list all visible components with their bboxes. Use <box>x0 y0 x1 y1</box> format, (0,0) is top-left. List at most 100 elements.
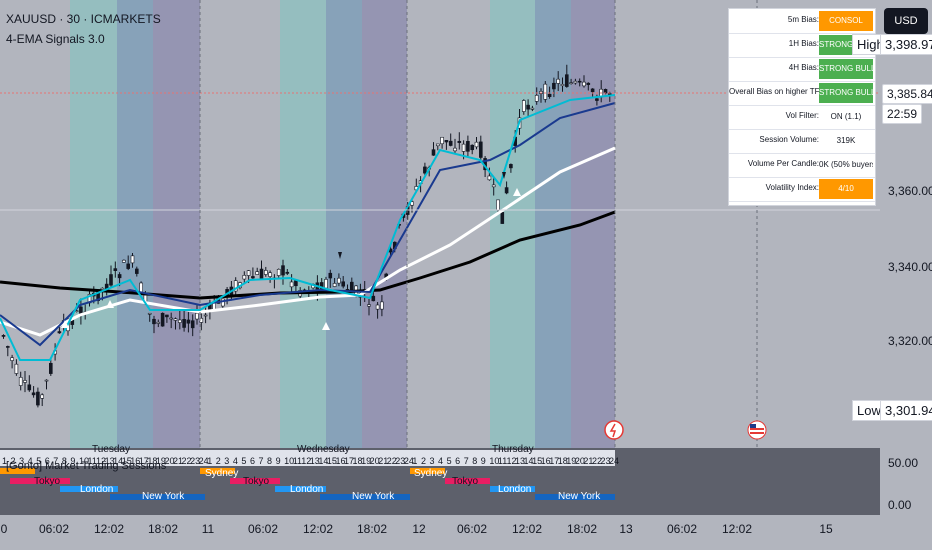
hour-tick: 4 <box>28 456 33 466</box>
candle-body <box>40 394 45 399</box>
bias-value: 0K (50% buyers) <box>819 155 873 175</box>
symbol-title[interactable]: XAUUSD · 30 · ICMARKETS <box>6 12 161 26</box>
bias-label: Volatility Index: <box>765 183 819 192</box>
candle-body <box>440 136 444 145</box>
hour-tick: 17 <box>549 456 559 466</box>
countdown-badge: 22:59 <box>882 104 923 124</box>
session-label: Tokyo <box>243 476 270 487</box>
session-zone <box>535 0 571 448</box>
session-label: Sydney <box>414 468 448 479</box>
candle-body <box>156 321 161 324</box>
hour-tick: 10 <box>489 456 499 466</box>
hour-tick: 2 <box>421 456 426 466</box>
session-bar <box>535 494 615 500</box>
hour-strip <box>0 450 615 466</box>
hour-tick: 14 <box>524 456 534 466</box>
hour-tick: 9 <box>70 456 75 466</box>
hour-tick: 21 <box>378 456 388 466</box>
session-label: Sydney <box>205 468 239 479</box>
hour-tick: 1 <box>207 456 212 466</box>
time-label: 06:02 <box>456 522 488 536</box>
hour-tick: 8 <box>472 456 477 466</box>
candle-body <box>603 89 608 94</box>
currency-button[interactable]: USD <box>884 8 928 34</box>
time-label: 06:02 <box>247 522 279 536</box>
session-bar <box>200 468 235 474</box>
candle-body <box>380 301 384 310</box>
hour-tick: 14 <box>318 456 328 466</box>
session-label: New York <box>558 491 601 502</box>
candle-body <box>496 199 500 211</box>
candle-body <box>543 83 548 100</box>
bias-label: 5m Bias: <box>787 15 819 24</box>
candle-body <box>285 271 290 274</box>
time-label: 12 <box>412 522 426 536</box>
candle-body <box>44 379 49 382</box>
indicator-title[interactable]: 4-EMA Signals 3.0 <box>6 32 105 46</box>
sessions-title: [Gonto] Market Trading Sessions <box>6 460 167 472</box>
candle-body <box>590 88 595 93</box>
candle-body <box>509 164 513 169</box>
candle-body <box>268 272 272 277</box>
time-label: 12:02 <box>511 522 543 536</box>
candle-body <box>491 184 496 188</box>
hour-tick: 7 <box>259 456 264 466</box>
candle-body <box>461 143 466 152</box>
candle-body <box>259 268 264 279</box>
candle-body <box>289 281 294 288</box>
candle-body <box>582 81 586 87</box>
candle-body <box>595 98 599 101</box>
candle-body <box>190 320 195 329</box>
candle-body <box>242 275 247 280</box>
candle-body <box>367 304 371 307</box>
candle-body <box>14 363 19 374</box>
candle-body <box>255 271 259 275</box>
hour-tick: 23 <box>395 456 405 466</box>
buy-signal-arrow <box>322 322 330 330</box>
hour-tick: 5 <box>447 456 452 466</box>
candle-body <box>165 314 169 318</box>
session-label: London <box>80 484 114 495</box>
hour-tick: 10 <box>284 456 294 466</box>
sessions-pane[interactable]: 1 2 3 4 5 6 7 8 9 10 11 12 13 14 15 16 17 18 19 20 21 22 23 24 1… <box>0 448 880 515</box>
session-zone <box>326 0 362 448</box>
hour-tick: 6 <box>45 456 50 466</box>
candle-body <box>126 263 130 269</box>
session-bar <box>320 494 410 500</box>
hour-tick: 18 <box>558 456 568 466</box>
time-label: 0 <box>0 522 8 536</box>
bias-row: Volume Per Candle: 0K (50% buyers) <box>729 153 875 178</box>
candle-body <box>182 319 186 328</box>
session-zone <box>153 0 200 448</box>
candle-body <box>504 187 509 194</box>
hour-tick: 4 <box>233 456 238 466</box>
bias-label: Session Volume: <box>759 135 819 144</box>
session-label: Tokyo <box>452 476 479 487</box>
candle-body <box>36 391 40 406</box>
candle-body <box>371 295 376 302</box>
time-label: 06:02 <box>666 522 698 536</box>
time-label: 18:02 <box>356 522 388 536</box>
candle-body <box>135 268 139 274</box>
sessions-tick: 0.00 <box>888 498 912 512</box>
hour-tick: 19 <box>361 456 371 466</box>
candle-body <box>534 95 539 102</box>
session-label: New York <box>142 491 185 502</box>
bias-value: ON (1.1) <box>819 107 873 127</box>
session-zone <box>70 0 117 448</box>
time-label: 11 <box>201 522 215 536</box>
hour-tick: 2 <box>11 456 16 466</box>
session-label: Tokyo <box>34 476 61 487</box>
hour-tick: 9 <box>276 456 281 466</box>
bias-value: 4/10 <box>819 179 873 199</box>
session-zone <box>571 0 615 448</box>
hour-tick: 21 <box>173 456 183 466</box>
buy-signal-arrow <box>513 188 521 196</box>
hour-tick: 8 <box>62 456 67 466</box>
candle-body <box>113 268 118 271</box>
session-bar <box>445 478 490 484</box>
hour-tick: 16 <box>335 456 345 466</box>
candle-body <box>453 147 457 152</box>
